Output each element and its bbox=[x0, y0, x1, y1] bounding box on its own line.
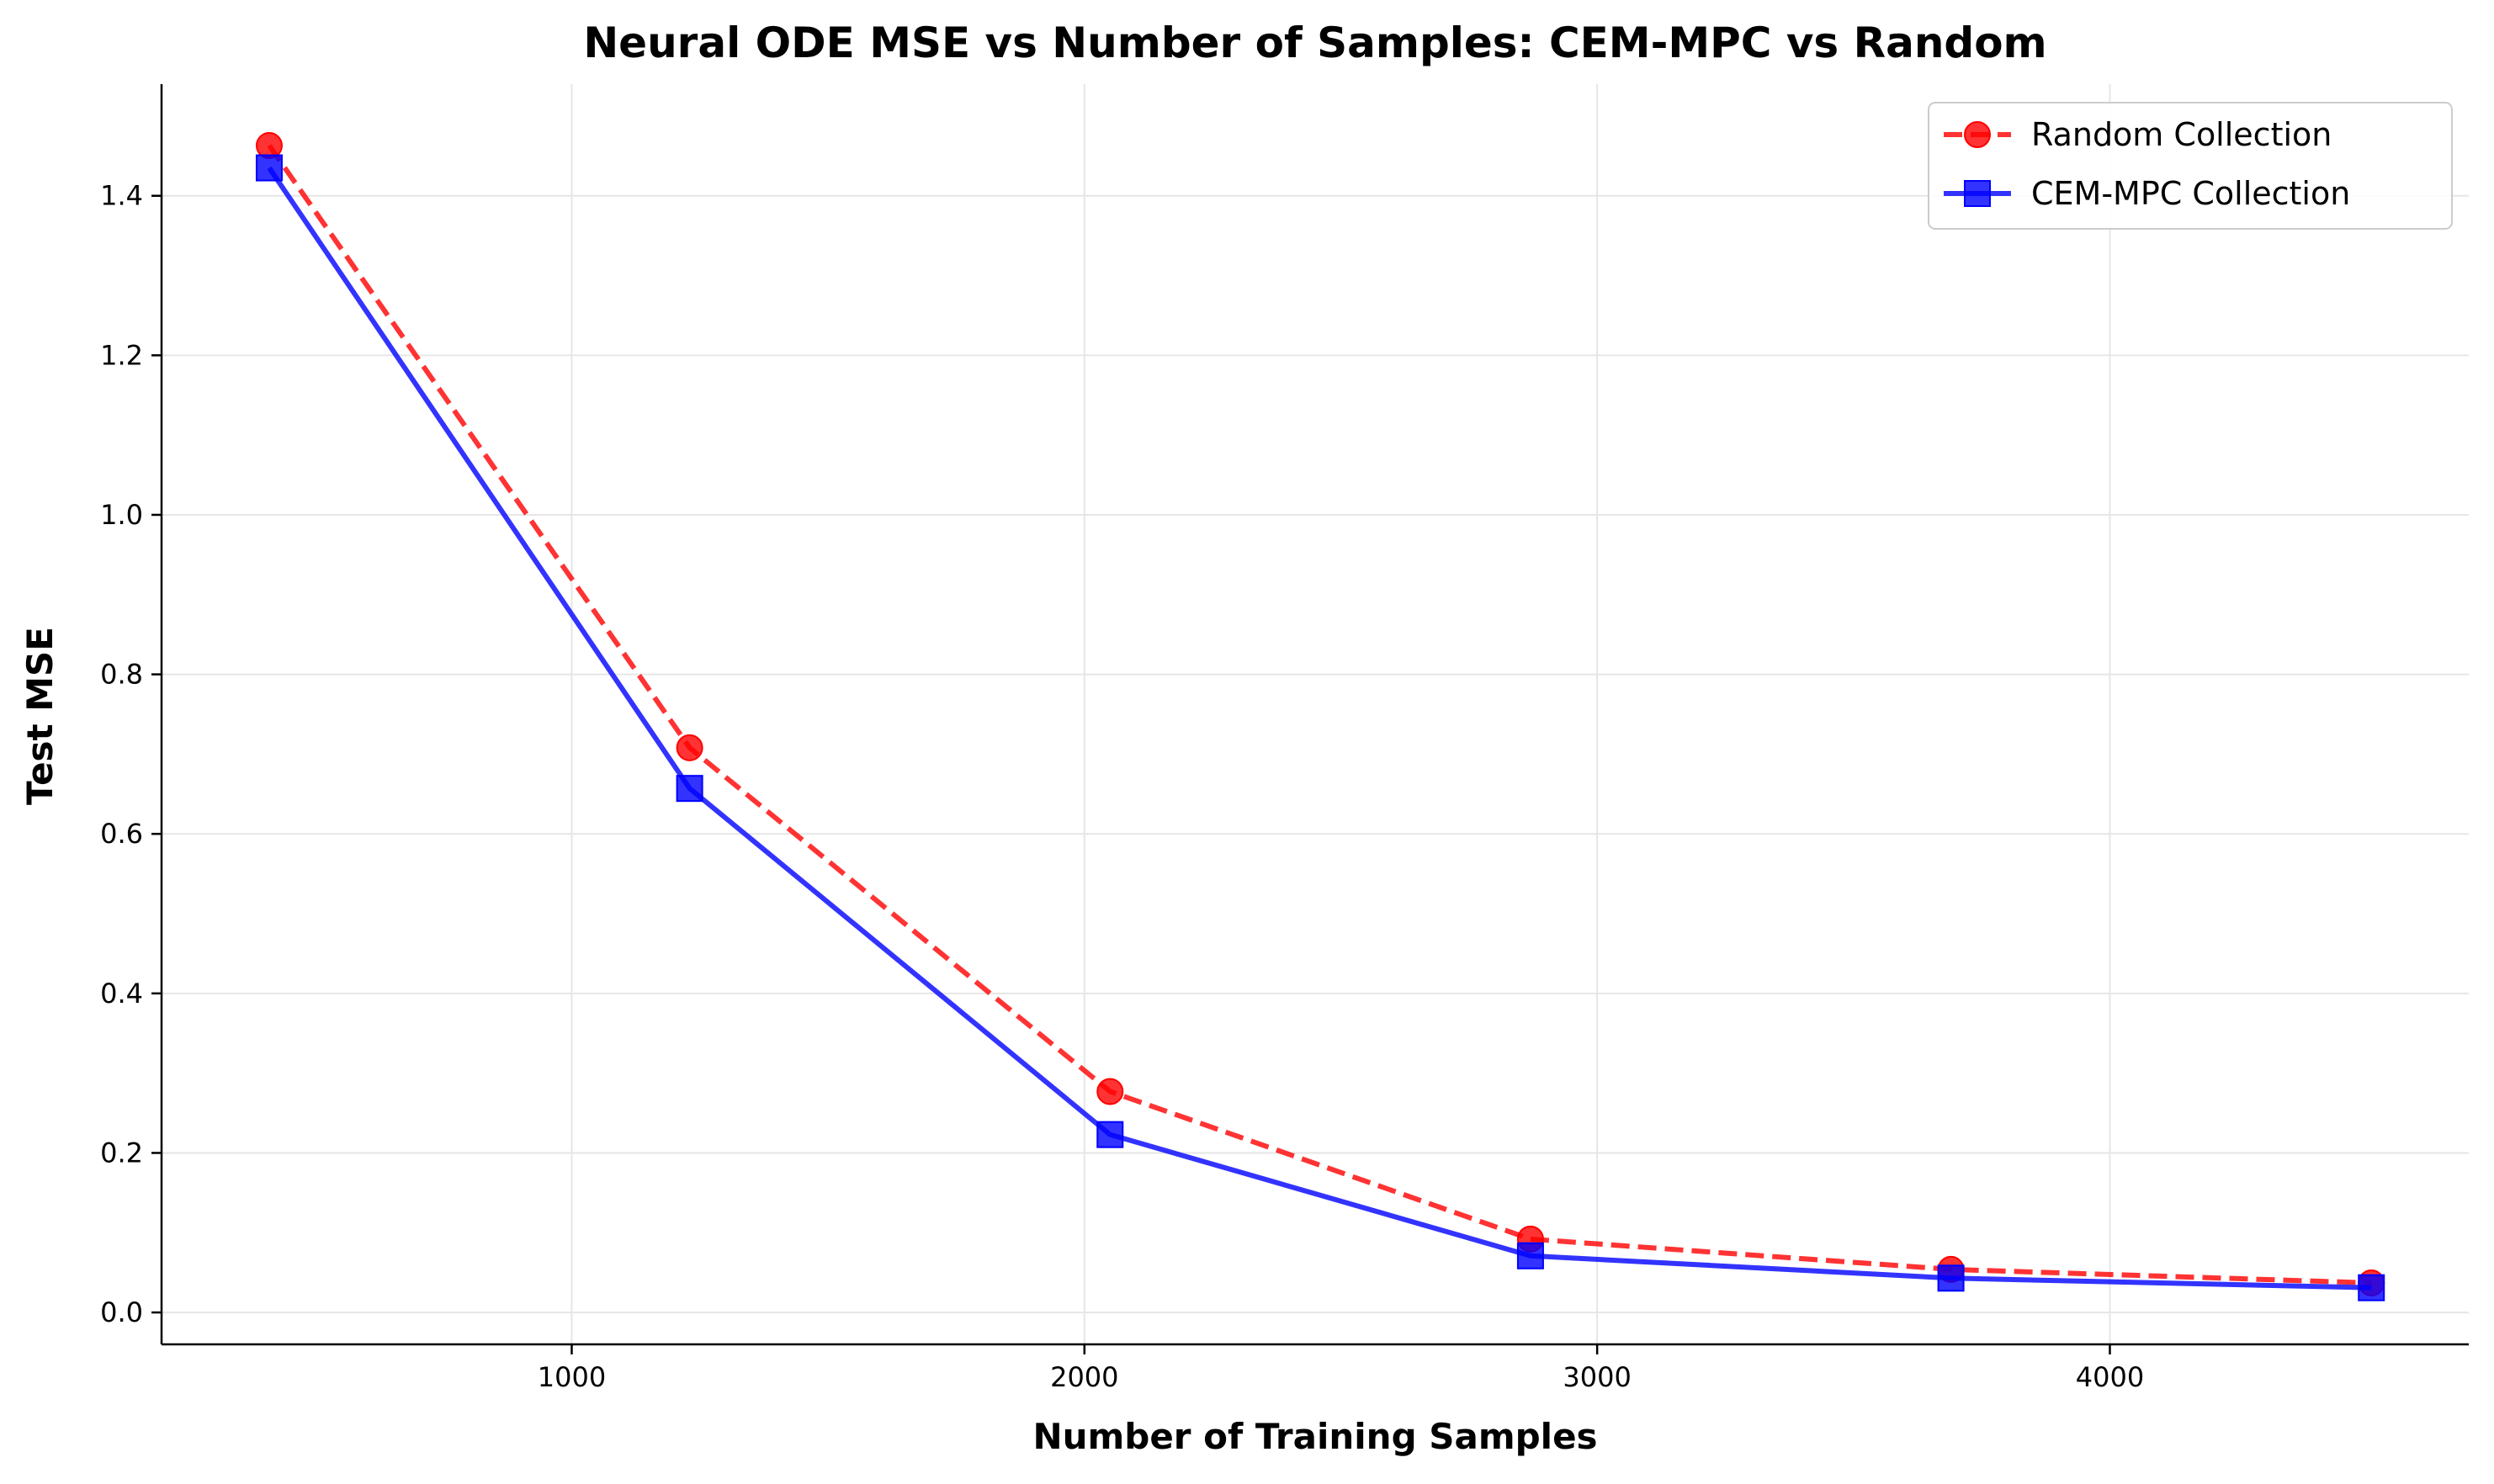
x-tick-label: 3000 bbox=[1563, 1361, 1631, 1393]
data-point bbox=[676, 734, 703, 761]
legend-item: Random Collection bbox=[1944, 116, 2332, 153]
x-axis-label: Number of Training Samples bbox=[1032, 1416, 1597, 1457]
y-tick-label: 0.2 bbox=[100, 1137, 143, 1169]
series-line bbox=[267, 144, 2372, 1285]
x-tick-label: 1000 bbox=[538, 1361, 606, 1393]
legend-marker bbox=[1964, 180, 1991, 207]
legend-items: Random Collection CEM-MPC Collection bbox=[1944, 116, 2350, 212]
data-point bbox=[1096, 1078, 1124, 1105]
data-point bbox=[255, 154, 283, 182]
data-point bbox=[2358, 1274, 2385, 1301]
legend-label: CEM-MPC Collection bbox=[2031, 175, 2350, 212]
grid bbox=[162, 84, 2469, 1344]
series-line bbox=[267, 166, 2372, 1291]
y-tick-label: 0.8 bbox=[100, 659, 143, 691]
y-tick-label: 1.2 bbox=[100, 339, 143, 371]
data-point bbox=[676, 775, 703, 803]
x-tick-label: 2000 bbox=[1050, 1361, 1118, 1393]
y-tick-label: 0.4 bbox=[100, 978, 143, 1010]
legend: Random Collection CEM-MPC Collection bbox=[1928, 102, 2453, 230]
legend-box bbox=[1928, 102, 2453, 230]
data-point bbox=[1937, 1264, 1965, 1292]
data-point bbox=[1096, 1121, 1124, 1148]
data-point bbox=[1516, 1242, 1544, 1269]
legend-item: CEM-MPC Collection bbox=[1944, 175, 2350, 212]
y-tick-label: 0.6 bbox=[100, 818, 143, 850]
x-tick-label: 4000 bbox=[2076, 1361, 2144, 1393]
chart-title: Neural ODE MSE vs Number of Samples: CEM… bbox=[583, 19, 2046, 67]
ticks: 1000 2000 3000 4000 0.0 0.2 0.4 0.6 0.8 1.0 1.2 1.4 bbox=[100, 180, 2144, 1393]
series-cem-mpc-collection bbox=[255, 154, 2385, 1301]
y-tick-label: 1.0 bbox=[100, 499, 143, 531]
axes bbox=[160, 84, 2469, 1346]
series-layer bbox=[255, 132, 2385, 1301]
y-axis-label: Test MSE bbox=[19, 627, 61, 805]
y-tick-label: 1.4 bbox=[100, 180, 143, 212]
legend-label: Random Collection bbox=[2031, 116, 2332, 153]
legend-marker bbox=[1964, 121, 1991, 148]
y-tick-label: 0.0 bbox=[100, 1296, 143, 1328]
data-point bbox=[255, 132, 283, 160]
